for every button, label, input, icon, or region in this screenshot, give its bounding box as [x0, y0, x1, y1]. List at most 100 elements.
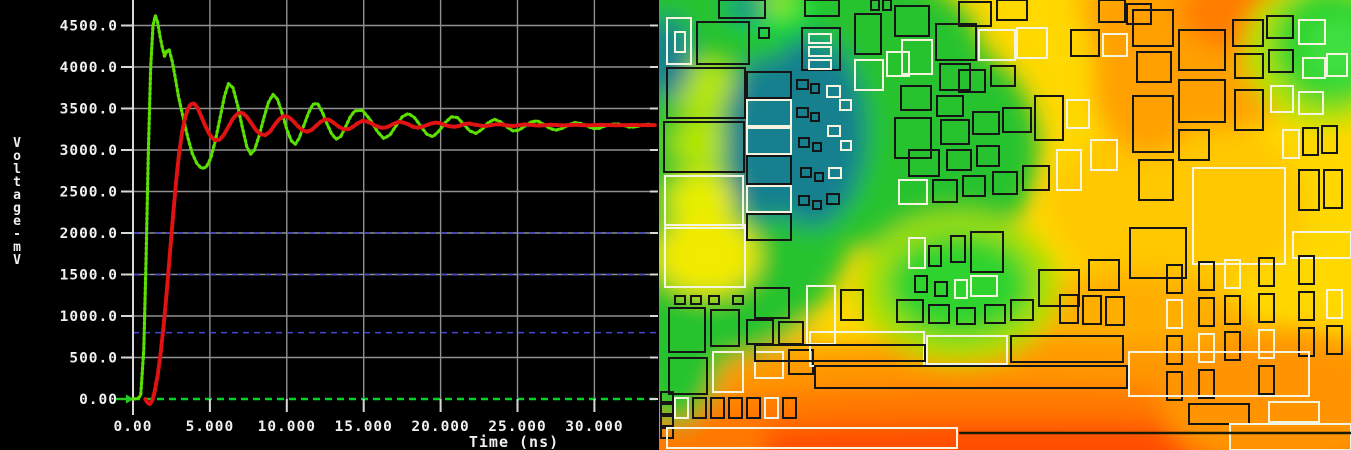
- component-outline: [754, 287, 790, 319]
- x-tick-label: 15.000: [335, 419, 393, 435]
- component-outline: [958, 69, 986, 93]
- component-outline: [1198, 333, 1215, 363]
- component-outline: [1088, 259, 1120, 291]
- component-outline: [1010, 299, 1034, 321]
- component-outline: [1302, 127, 1319, 156]
- component-outline: [935, 23, 977, 61]
- component-outline: [976, 145, 1000, 167]
- component-outline: [1234, 53, 1264, 79]
- heat-blob: [756, 37, 866, 227]
- component-outline: [664, 224, 746, 288]
- component-outline: [814, 172, 824, 182]
- component-outline: [1258, 365, 1275, 395]
- component-outline: [870, 0, 880, 11]
- component-outline: [1224, 295, 1241, 325]
- component-outline: [962, 175, 986, 197]
- component-outline: [1198, 297, 1215, 327]
- component-outline: [990, 65, 1016, 87]
- component-outline: [758, 27, 770, 39]
- component-outline: [1126, 3, 1152, 25]
- component-outline: [932, 179, 958, 203]
- component-outline: [1178, 79, 1226, 123]
- component-outline: [1234, 89, 1264, 131]
- component-outline: [1268, 401, 1320, 423]
- component-outline: [1034, 95, 1064, 141]
- component-outline: [746, 397, 761, 419]
- component-outline: [886, 51, 910, 77]
- component-outline: [1282, 129, 1300, 159]
- component-outline: [826, 193, 840, 205]
- component-outline: [1070, 29, 1100, 57]
- thermal-panel: [659, 0, 1351, 450]
- component-outline: [854, 13, 882, 55]
- component-outline: [796, 79, 809, 90]
- component-outline: [746, 155, 792, 185]
- heat-blob: [1307, 18, 1351, 82]
- component-outline: [1002, 107, 1032, 133]
- component-outline: [1128, 351, 1310, 397]
- component-outline: [1298, 91, 1324, 115]
- component-outline: [1323, 169, 1343, 209]
- component-outline: [1229, 423, 1351, 450]
- component-outline: [1105, 296, 1125, 326]
- waveform-panel: 4500.0 4000.0 3500.0 3000.0 2500.0 2000.0 1500…: [0, 0, 659, 450]
- component-outline: [898, 179, 928, 205]
- component-outline: [1066, 99, 1090, 129]
- component-outline: [810, 83, 820, 94]
- heat-blob: [1049, 120, 1309, 290]
- component-outline: [1270, 85, 1294, 113]
- component-outline: [928, 245, 942, 267]
- component-outline: [840, 289, 864, 321]
- component-outline: [894, 117, 932, 159]
- component-outline: [1132, 9, 1174, 47]
- component-outline: [746, 71, 792, 99]
- component-outline: [1326, 289, 1343, 319]
- component-outline: [1298, 291, 1315, 321]
- component-outline: [1198, 369, 1215, 399]
- component-outline: [810, 112, 820, 122]
- waveform-chart: 4500.0 4000.0 3500.0 3000.0 2500.0 2000.0 1500…: [0, 0, 659, 450]
- component-outline: [732, 295, 744, 305]
- component-outline: [696, 21, 750, 65]
- component-outline: [1298, 19, 1326, 45]
- component-outline: [808, 46, 832, 57]
- x-tick-label: 10.000: [258, 419, 316, 435]
- component-outline: [828, 167, 842, 179]
- component-outline: [1138, 159, 1174, 201]
- component-outline: [1258, 257, 1275, 287]
- component-outline: [901, 39, 933, 75]
- component-outline: [1178, 29, 1226, 71]
- component-outline: [954, 279, 968, 299]
- component-outline: [1016, 27, 1048, 59]
- component-outline: [934, 281, 948, 297]
- component-outline: [674, 397, 689, 419]
- component-outline: [666, 427, 958, 449]
- component-outline: [674, 31, 686, 53]
- component-outline: [1166, 335, 1183, 365]
- component-outline: [812, 142, 822, 152]
- component-outline: [660, 391, 674, 403]
- component-outline: [808, 33, 832, 44]
- component-outline: [1132, 95, 1174, 153]
- component-outline: [1136, 51, 1172, 83]
- component-outline: [882, 0, 892, 11]
- component-outline: [796, 107, 809, 118]
- component-outline: [808, 59, 832, 70]
- component-outline: [798, 137, 810, 148]
- driver-waveform-red: [143, 101, 658, 406]
- heat-blob: [671, 117, 737, 169]
- component-outline: [978, 29, 1016, 61]
- component-outline: [1298, 169, 1320, 211]
- heat-blob: [729, 0, 765, 22]
- component-outline: [690, 295, 702, 305]
- component-outline: [708, 295, 720, 305]
- component-outline: [1166, 299, 1183, 329]
- component-outline: [996, 0, 1028, 21]
- component-outline: [663, 121, 745, 173]
- component-outline: [1188, 403, 1250, 425]
- component-outline: [746, 99, 792, 127]
- component-outline: [1198, 261, 1215, 291]
- component-outline: [900, 85, 932, 111]
